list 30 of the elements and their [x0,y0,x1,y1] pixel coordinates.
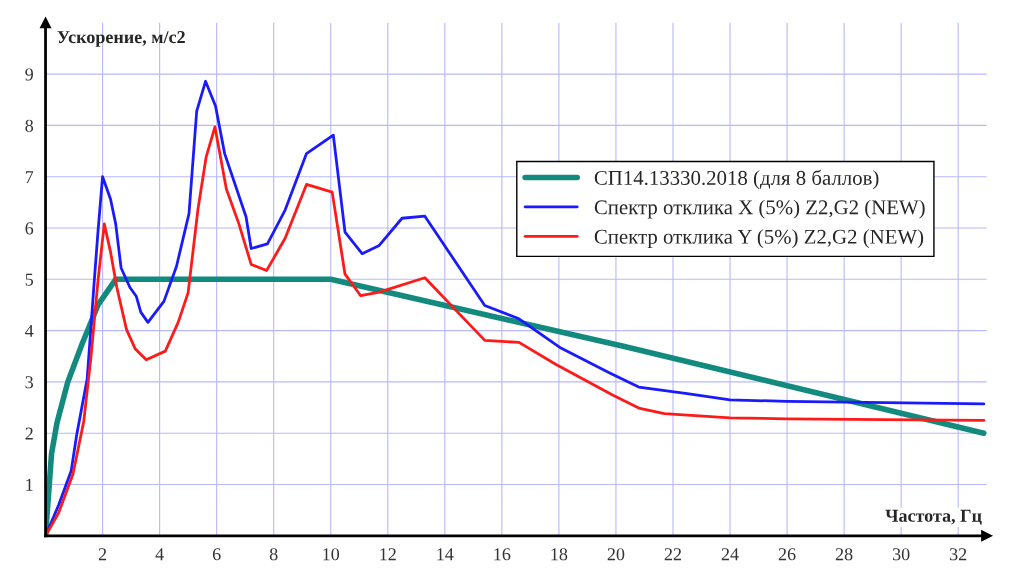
x-tick-label: 22 [664,548,682,561]
x-tick-label: 26 [778,548,796,561]
x-tick-label: 30 [892,548,910,561]
x-tick-label: 32 [950,548,967,561]
y-tick-label: 6 [25,222,34,235]
legend-label: СП14.13330.2018 (для 8 баллов) [594,169,879,190]
x-tick-label: 8 [269,548,278,561]
x-tick-label: 28 [835,548,853,561]
x-tick-label: 10 [323,548,340,561]
x-tick-label: 20 [607,548,625,561]
y-tick-label: 3 [25,376,34,389]
x-tick-label: 2 [98,548,107,561]
x-tick-label: 6 [212,548,221,561]
x-axis-title: Частота, Гц [885,509,982,525]
x-tick-label: 14 [437,548,454,561]
legend-label: Спектр отклика X (5%) Z2,G2 (NEW) [594,199,925,219]
x-tick-label: 4 [155,548,164,561]
legend-label: Спектр отклика Y (5%) Z2,G2 (NEW) [594,229,924,249]
x-tick-label: 12 [380,548,396,561]
y-tick-label: 8 [25,119,34,132]
y-tick-label: 4 [25,324,34,337]
x-tick-label: 16 [494,548,511,561]
y-tick-label: 1 [26,478,33,491]
y-tick-label: 9 [25,68,33,81]
y-axis-title: Ускорение, м/с2 [57,31,185,47]
y-tick-label: 2 [25,427,33,440]
x-tick-label: 18 [551,548,568,561]
y-tick-label: 5 [25,273,34,286]
x-tick-label: 24 [721,548,739,561]
y-tick-label: 7 [25,171,34,183]
